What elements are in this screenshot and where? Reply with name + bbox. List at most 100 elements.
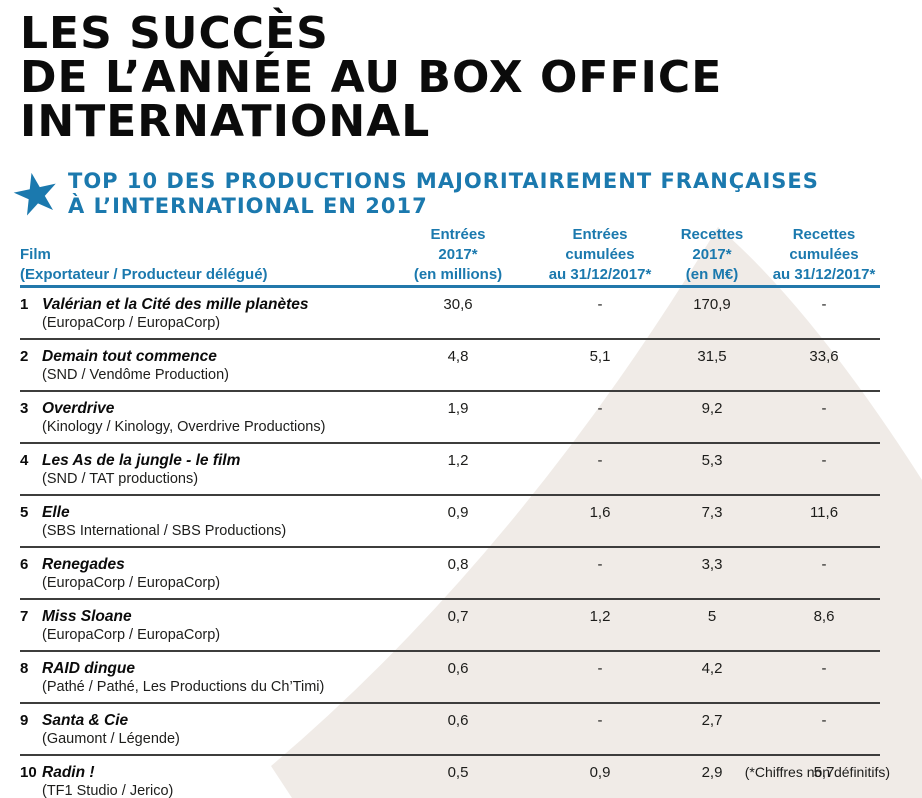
page-title-line-1: LES SUCCÈS [20,8,329,59]
film-cell: Renegades (EuropaCorp / EuropaCorp) [42,555,396,593]
film-cell: Overdrive (Kinology / Kinology, Overdriv… [42,399,396,437]
entrees-2017-value: 0,6 [447,712,469,729]
entrees-2017-value: 1,2 [447,452,469,469]
film-title: Overdrive [42,400,115,417]
recettes-cumulees-value: 8,6 [813,608,835,625]
film-title: Elle [42,504,70,521]
recettes-2017-value: 31,5 [697,348,727,365]
film-producer: (EuropaCorp / EuropaCorp) [42,627,221,643]
film-cell: Radin ! (TF1 Studio / Jerico) [42,763,396,798]
row-rank: 9 [20,712,29,729]
film-title: Miss Sloane [42,608,132,625]
recettes-cumulees-value: 11,6 [809,504,839,521]
footnote: (*Chiffres non définitifs) [744,764,890,780]
film-column-label: Film [20,246,51,263]
section-subtitle-line-1: TOP 10 DES PRODUCTIONS MAJORITAIREMENT F… [68,169,819,193]
recettes-2017-value: 3,3 [701,556,723,573]
recettes-2017-value: 170,9 [693,296,731,313]
film-cell: Santa & Cie (Gaumont / Légende) [42,711,396,749]
entrees-2017-value: 4,8 [447,348,469,365]
entrees-cumulees-value: - [597,452,603,469]
entrees-2017-value: 0,7 [447,608,469,625]
film-producer: (SBS International / SBS Productions) [42,523,287,539]
film-column-sublabel: (Exportateur / Producteur délégué) [20,266,268,283]
recettes-2017-value: 5 [707,608,717,625]
row-rank: 3 [20,400,29,417]
row-rank: 6 [20,556,29,573]
table-header-recettes-cumulees: Recettes cumulées au 31/12/2017* [772,226,876,283]
recettes-2017-value: 7,3 [701,504,723,521]
entrees-cumulees-value: 1,2 [589,608,611,625]
film-producer: (TF1 Studio / Jerico) [42,783,174,798]
table-header-entrees-cumulees: Entrées cumulées au 31/12/2017* [548,226,652,283]
film-title: Renegades [42,556,125,573]
film-title: Demain tout commence [42,348,217,365]
film-cell: Valérian et la Cité des mille planètes (… [42,295,396,333]
page-title: LES SUCCÈS DE L’ANNÉE AU BOX OFFICE INTE… [20,12,722,144]
table-header-film: Film (Exportateur / Producteur délégué) [20,245,396,285]
entrees-cumulees-value: 1,6 [589,504,611,521]
entrees-cumulees-value: - [597,556,603,573]
row-rank: 1 [20,296,29,313]
section-subtitle-text: TOP 10 DES PRODUCTIONS MAJORITAIREMENT F… [68,169,819,219]
row-rank: 5 [20,504,29,521]
recettes-cumulees-value: - [821,660,827,677]
film-producer: (EuropaCorp / EuropaCorp) [42,575,221,591]
entrees-cumulees-value: - [597,712,603,729]
recettes-2017-value: 2,9 [701,764,723,781]
table-row: 2 Demain tout commence (SND / Vendôme Pr… [20,340,880,392]
recettes-cumulees-value: - [821,712,827,729]
film-producer: (Pathé / Pathé, Les Productions du Ch’Ti… [42,679,325,695]
film-producer: (EuropaCorp / EuropaCorp) [42,315,221,331]
film-cell: Elle (SBS International / SBS Production… [42,503,396,541]
film-cell: Les As de la jungle - le film (SND / TAT… [42,451,396,489]
table-row: 8 RAID dingue (Pathé / Pathé, Les Produc… [20,652,880,704]
table-header-entrees-2017: Entrées 2017* (en millions) [413,226,503,283]
film-title: Radin ! [42,764,95,781]
entrees-2017-value: 0,5 [447,764,469,781]
recettes-cumulees-value: - [821,452,827,469]
star-icon: ★ [4,157,67,230]
film-cell: Miss Sloane (EuropaCorp / EuropaCorp) [42,607,396,645]
recettes-cumulees-value: - [821,556,827,573]
film-cell: Demain tout commence (SND / Vendôme Prod… [42,347,396,385]
row-rank: 4 [20,452,29,469]
row-rank: 7 [20,608,29,625]
table-header: Film (Exportateur / Producteur délégué) … [20,224,880,288]
film-producer: (SND / TAT productions) [42,471,199,487]
film-producer: (SND / Vendôme Production) [42,367,229,383]
film-title: Les As de la jungle - le film [42,452,241,469]
table-row: 1 Valérian et la Cité des mille planètes… [20,290,880,340]
film-title: Valérian et la Cité des mille planètes [42,296,309,313]
entrees-2017-value: 0,6 [447,660,469,677]
section-subtitle-line-2: À L’INTERNATIONAL EN 2017 [68,194,428,218]
film-title: Santa & Cie [42,712,129,729]
recettes-2017-value: 4,2 [701,660,723,677]
recettes-2017-value: 5,3 [701,452,723,469]
page-title-line-2: DE L’ANNÉE AU BOX OFFICE [20,52,723,103]
section-subtitle: ★ TOP 10 DES PRODUCTIONS MAJORITAIREMENT… [5,157,819,229]
row-rank: 10 [20,764,37,781]
entrees-cumulees-value: - [597,660,603,677]
table-row: 4 Les As de la jungle - le film (SND / T… [20,444,880,496]
row-rank: 2 [20,348,29,365]
table-row: 6 Renegades (EuropaCorp / EuropaCorp) 0,… [20,548,880,600]
row-rank: 8 [20,660,29,677]
film-producer: (Kinology / Kinology, Overdrive Producti… [42,419,326,435]
table-row: 9 Santa & Cie (Gaumont / Légende) 0,6 - … [20,704,880,756]
table-row: 5 Elle (SBS International / SBS Producti… [20,496,880,548]
table-row: 7 Miss Sloane (EuropaCorp / EuropaCorp) … [20,600,880,652]
recettes-2017-value: 2,7 [701,712,723,729]
recettes-cumulees-value: 33,6 [809,348,839,365]
entrees-cumulees-value: - [597,400,603,417]
recettes-cumulees-value: - [821,400,827,417]
film-cell: RAID dingue (Pathé / Pathé, Les Producti… [42,659,396,697]
entrees-2017-value: 1,9 [447,400,469,417]
recettes-2017-value: 9,2 [701,400,723,417]
table-row: 3 Overdrive (Kinology / Kinology, Overdr… [20,392,880,444]
entrees-2017-value: 0,9 [447,504,469,521]
film-title: RAID dingue [42,660,135,677]
entrees-cumulees-value: 5,1 [589,348,611,365]
film-producer: (Gaumont / Légende) [42,731,180,747]
